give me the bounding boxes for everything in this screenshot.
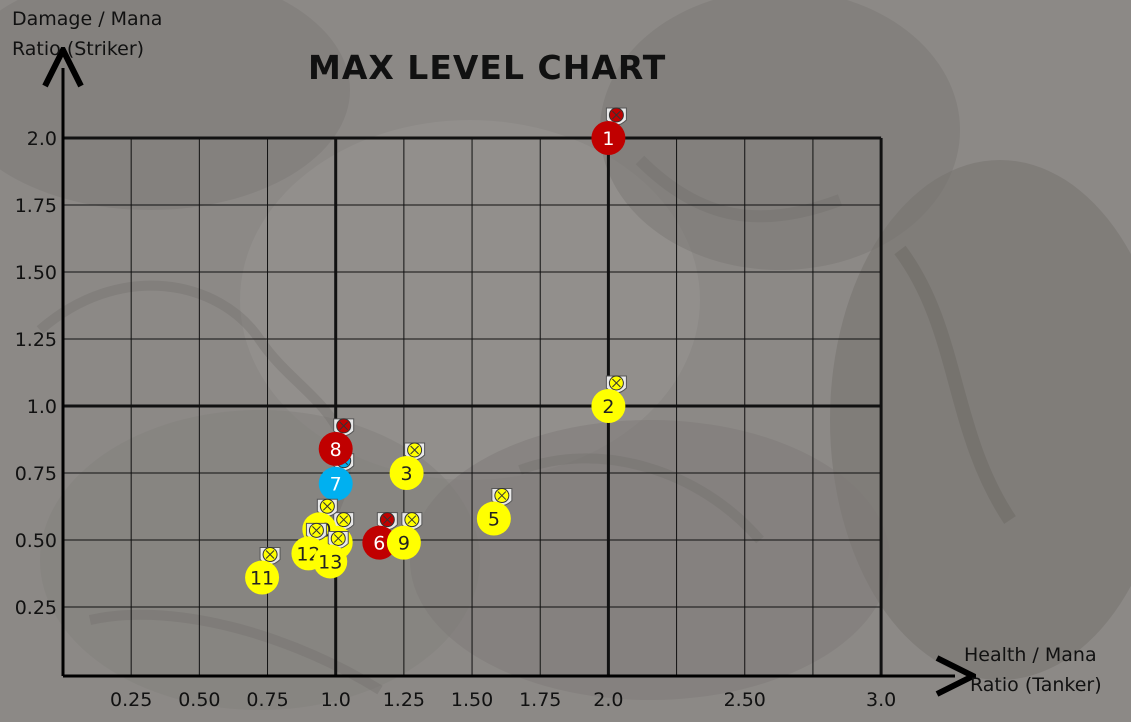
data-point: 1 (591, 107, 627, 155)
x-tick-label: 1.25 (383, 689, 425, 711)
point-label: 3 (401, 463, 413, 485)
data-points: 12345678910111213 (245, 107, 627, 595)
y-tick-labels: 2.0 1.75 1.50 1.25 1.0 0.75 0.50 0.25 (15, 128, 57, 619)
point-label: 5 (488, 509, 500, 531)
point-marker (476, 501, 511, 536)
y-tick-label: 1.25 (15, 329, 57, 351)
x-tick-label: 2.0 (593, 689, 623, 711)
point-label: 11 (250, 568, 274, 590)
x-axis-label-line2: Ratio (Tanker) (970, 674, 1102, 696)
x-axis-label-line1: Health / Mana (964, 644, 1097, 666)
class-badge-cross (382, 515, 392, 525)
x-tick-label: 1.50 (451, 689, 493, 711)
x-tick-label: 1.75 (519, 689, 561, 711)
point-marker (591, 389, 626, 423)
x-tick-label: 3.0 (866, 689, 896, 711)
y-tick-label: 1.50 (15, 262, 57, 284)
point-marker (318, 466, 353, 501)
x-tick-labels: 0.25 0.50 0.75 1.0 1.25 1.50 1.75 2.0 2.50 3.0 (110, 689, 896, 711)
data-point: 6 (362, 512, 398, 560)
class-badge-cross (612, 110, 621, 120)
x-tick-label: 2.50 (724, 689, 766, 711)
x-tick-label: 0.75 (246, 689, 288, 711)
data-point: 8 (318, 418, 355, 466)
point-label: 13 (318, 551, 342, 573)
class-badge-cross (333, 534, 343, 543)
x-tick-label: 1.0 (321, 689, 351, 711)
y-axis-label-line2: Ratio (Striker) (12, 38, 145, 60)
class-badge-cross (407, 515, 417, 525)
point-label: 2 (602, 396, 614, 418)
point-marker (389, 456, 424, 490)
class-badge-cross (339, 515, 349, 525)
y-tick-label: 0.50 (15, 530, 57, 552)
class-badge-cross (410, 445, 419, 455)
y-tick-label: 0.75 (15, 463, 57, 485)
y-tick-label: 1.75 (15, 195, 57, 217)
point-marker (591, 121, 626, 155)
point-marker (313, 544, 348, 579)
point-label: 1 (602, 128, 614, 150)
point-marker (386, 525, 421, 560)
data-point: 13 (313, 530, 349, 579)
data-point: 9 (386, 512, 423, 560)
point-label: 9 (398, 533, 410, 555)
class-badge-cross (612, 378, 621, 388)
point-label: 7 (330, 474, 342, 496)
y-tick-label: 1.0 (27, 396, 57, 418)
grid-major-lines (63, 136, 883, 676)
class-badge-cross (312, 526, 321, 535)
class-badge-cross (265, 550, 275, 559)
chart-title: MAX LEVEL CHART (308, 48, 667, 87)
y-axis-label-line1: Damage / Mana (12, 8, 163, 30)
y-tick-label: 0.25 (15, 597, 57, 619)
class-badge-cross (497, 491, 507, 500)
point-label: 8 (330, 439, 342, 461)
y-tick-label: 2.0 (27, 128, 57, 150)
data-point: 3 (389, 442, 426, 490)
point-marker (362, 525, 397, 560)
data-point: 5 (476, 488, 513, 536)
data-point: 2 (591, 375, 627, 423)
x-tick-label: 0.50 (178, 689, 220, 711)
data-point: 11 (245, 547, 281, 595)
class-badge-cross (339, 421, 349, 431)
point-label: 6 (373, 533, 385, 555)
class-badge-cross (322, 501, 332, 511)
point-marker (245, 560, 280, 595)
point-marker (318, 431, 353, 466)
x-tick-label: 0.25 (110, 689, 152, 711)
